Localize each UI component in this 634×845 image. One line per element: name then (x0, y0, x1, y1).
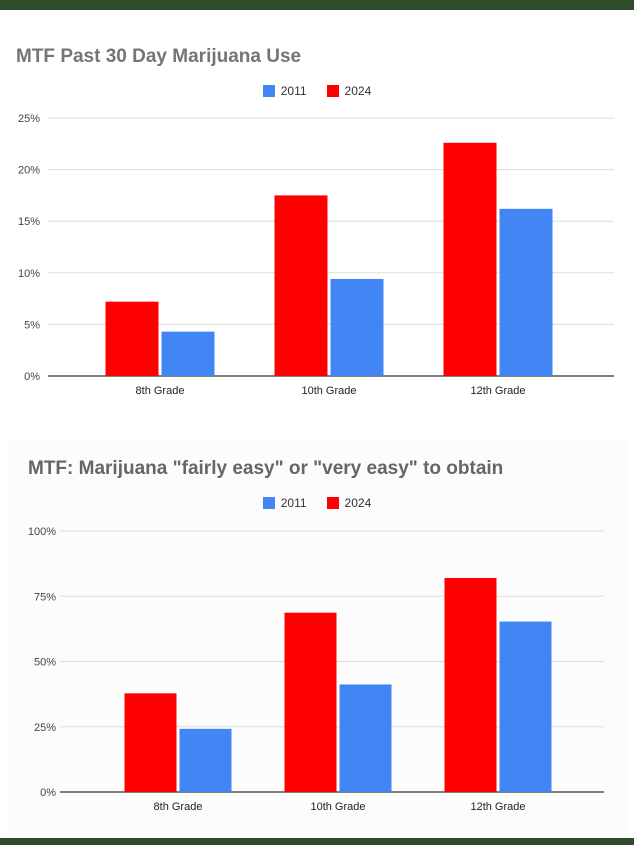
chart-legend: 2011 2024 (8, 84, 626, 98)
legend-label-2011: 2011 (280, 84, 307, 98)
x-category-label: 8th Grade (136, 385, 185, 397)
bar-2024-10th-grade (284, 612, 337, 792)
top-border (0, 0, 634, 10)
x-category-label: 12th Grade (470, 385, 525, 397)
chart-panel-ease-of-obtaining: MTF: Marijuana "fairly easy" or "very ea… (8, 440, 626, 832)
bar-2011-8th-grade (161, 331, 215, 376)
chart-title: MTF: Marijuana "fairly easy" or "very ea… (28, 458, 504, 479)
bar-2011-12th-grade (499, 208, 553, 376)
bar-chart-plot: 0% 5% 10% 15% 20% 25% 8th Grade 10th Grade 12th … (18, 113, 614, 397)
x-category-label: 10th Grade (301, 385, 356, 397)
bar-2024-8th-grade (124, 693, 177, 792)
bottom-border (0, 838, 634, 845)
bar-2011-8th-grade (179, 728, 232, 792)
chart-legend: 2011 2024 (8, 496, 626, 510)
y-tick-label: 100% (28, 526, 56, 538)
legend-label-2024: 2024 (344, 496, 372, 510)
legend-item-2024: 2024 (326, 496, 372, 510)
x-category-label: 12th Grade (470, 801, 525, 813)
bar-2024-12th-grade (443, 142, 497, 376)
legend-item-2011: 2011 (262, 496, 307, 510)
x-category-label: 10th Grade (310, 801, 365, 813)
bar-2024-8th-grade (105, 301, 159, 376)
chart-title: MTF Past 30 Day Marijuana Use (16, 46, 302, 67)
y-tick-label: 0% (40, 787, 56, 799)
y-tick-label: 25% (34, 722, 56, 734)
legend-item-2024: 2024 (326, 84, 372, 98)
y-tick-label: 15% (18, 216, 40, 228)
x-category-label: 8th Grade (154, 801, 203, 813)
y-tick-label: 10% (18, 268, 40, 280)
chart-panel-past-30-day-use: MTF Past 30 Day Marijuana Use 2011 2024 … (8, 22, 626, 420)
y-tick-label: 75% (34, 591, 56, 603)
legend-swatch-2024 (326, 85, 339, 97)
legend-swatch-2024 (326, 497, 339, 509)
y-tick-label: 25% (18, 113, 40, 125)
bar-chart-plot: 0% 25% 50% 75% 100% 8th Grade 10th Grade 12th G… (28, 526, 604, 813)
legend-label-2011: 2011 (280, 496, 307, 510)
bar-2024-12th-grade (444, 577, 497, 792)
bar-2011-10th-grade (330, 278, 384, 376)
y-tick-label: 5% (24, 319, 40, 331)
bar-2011-12th-grade (499, 621, 552, 792)
legend-item-2011: 2011 (262, 84, 307, 98)
bar-2011-10th-grade (339, 684, 392, 792)
y-tick-label: 50% (34, 657, 56, 669)
bar-2024-10th-grade (274, 195, 328, 376)
y-tick-label: 0% (24, 371, 40, 383)
y-tick-label: 20% (18, 165, 40, 177)
legend-swatch-2011 (262, 497, 275, 509)
legend-swatch-2011 (262, 85, 275, 97)
legend-label-2024: 2024 (344, 84, 372, 98)
